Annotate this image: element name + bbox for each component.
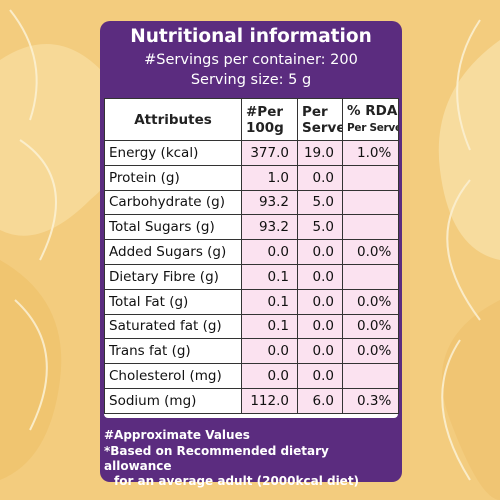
per-100g-cell: 0.1 — [241, 263, 298, 290]
attribute-cell: Cholesterol (mg) — [104, 363, 242, 389]
table-row: Saturated fat (g) 0.1 0.0 0.0% — [104, 313, 399, 340]
rda-cell: 0.3% — [342, 387, 399, 414]
per-serve-cell: 0.0 — [297, 288, 343, 315]
attribute-cell: Protein (g) — [104, 164, 242, 191]
rda-cell — [342, 164, 399, 191]
per-100g-cell: 0.1 — [241, 313, 298, 340]
nutrition-table: Attributes #Per 100g Per Serve % RDA Per Se… — [104, 98, 399, 414]
per-serve-cell: 0.0 — [297, 164, 343, 191]
rda-cell — [342, 263, 399, 290]
per-serve-cell: 5.0 — [297, 214, 343, 241]
per-100g-cell: 93.2 — [241, 214, 298, 241]
table-row: Total Fat (g) 0.1 0.0 0.0% — [104, 288, 399, 315]
attribute-cell: Sodium (mg) — [104, 387, 242, 414]
per-serve-cell: 0.0 — [297, 338, 343, 365]
per-serve-cell: 0.0 — [297, 313, 343, 340]
table-row: Trans fat (g) 0.0 0.0 0.0% — [104, 338, 399, 365]
table-row: Carbohydrate (g) 93.2 5.0 — [104, 189, 399, 216]
serving-size: Serving size: 5 g — [190, 72, 312, 88]
footnote-rda-line2: for an average adult (2000kcal diet) — [114, 474, 360, 488]
per-100g-cell: 0.0 — [241, 239, 298, 265]
per-serve-cell: 0.0 — [297, 239, 343, 265]
per-100g-cell: 0.1 — [241, 288, 298, 315]
rda-cell: 0.0% — [342, 338, 399, 365]
rda-cell — [342, 214, 399, 241]
attribute-cell: Total Fat (g) — [104, 288, 242, 315]
column-header-attributes: Attributes — [104, 98, 242, 141]
per-100g-cell: 0.0 — [241, 363, 298, 389]
table-row: Total Sugars (g) 93.2 5.0 — [104, 214, 399, 241]
nutrition-title: Nutritional information — [130, 26, 372, 47]
footnote-approx: #Approximate Values — [104, 428, 250, 442]
rda-cell: 0.0% — [342, 288, 399, 315]
attribute-cell: Energy (kcal) — [104, 140, 242, 166]
servings-per-container: #Servings per container: 200 — [144, 52, 358, 68]
footnote-rda-line1: *Based on Recommended dietary allowance — [104, 444, 329, 473]
rda-cell: 0.0% — [342, 239, 399, 265]
per-serve-cell: 6.0 — [297, 387, 343, 414]
per-100g-cell: 377.0 — [241, 140, 298, 166]
table-row: Dietary Fibre (g) 0.1 0.0 — [104, 263, 399, 290]
table-header-row: Attributes #Per 100g Per Serve % RDA Per Se… — [104, 98, 399, 141]
rda-cell: 1.0% — [342, 140, 399, 166]
table-row: Cholesterol (mg) 0.0 0.0 — [104, 363, 399, 389]
rda-cell — [342, 189, 399, 216]
column-header-per-serve: Per Serve — [297, 98, 343, 141]
rda-cell: 0.0% — [342, 313, 399, 340]
table-row: Protein (g) 1.0 0.0 — [104, 164, 399, 191]
per-serve-cell: 0.0 — [297, 263, 343, 290]
rda-cell — [342, 363, 399, 389]
attribute-cell: Added Sugars (g) — [104, 239, 242, 265]
table-row: Added Sugars (g) 0.0 0.0 0.0% — [104, 239, 399, 265]
per-serve-cell: 5.0 — [297, 189, 343, 216]
attribute-cell: Saturated fat (g) — [104, 313, 242, 340]
per-serve-cell: 19.0 — [297, 140, 343, 166]
per-100g-cell: 112.0 — [241, 387, 298, 414]
attribute-cell: Carbohydrate (g) — [104, 189, 242, 216]
attribute-cell: Trans fat (g) — [104, 338, 242, 365]
per-100g-cell: 93.2 — [241, 189, 298, 216]
attribute-cell: Dietary Fibre (g) — [104, 263, 242, 290]
footnote-rda: *Based on Recommended dietary allowance … — [104, 444, 398, 489]
table-row: Energy (kcal) 377.0 19.0 1.0% — [104, 140, 399, 166]
table-row: Sodium (mg) 112.0 6.0 0.3% — [104, 387, 399, 414]
attribute-cell: Total Sugars (g) — [104, 214, 242, 241]
per-serve-cell: 0.0 — [297, 363, 343, 389]
per-100g-cell: 1.0 — [241, 164, 298, 191]
column-header-per-100g: #Per 100g — [241, 98, 298, 141]
per-100g-cell: 0.0 — [241, 338, 298, 365]
